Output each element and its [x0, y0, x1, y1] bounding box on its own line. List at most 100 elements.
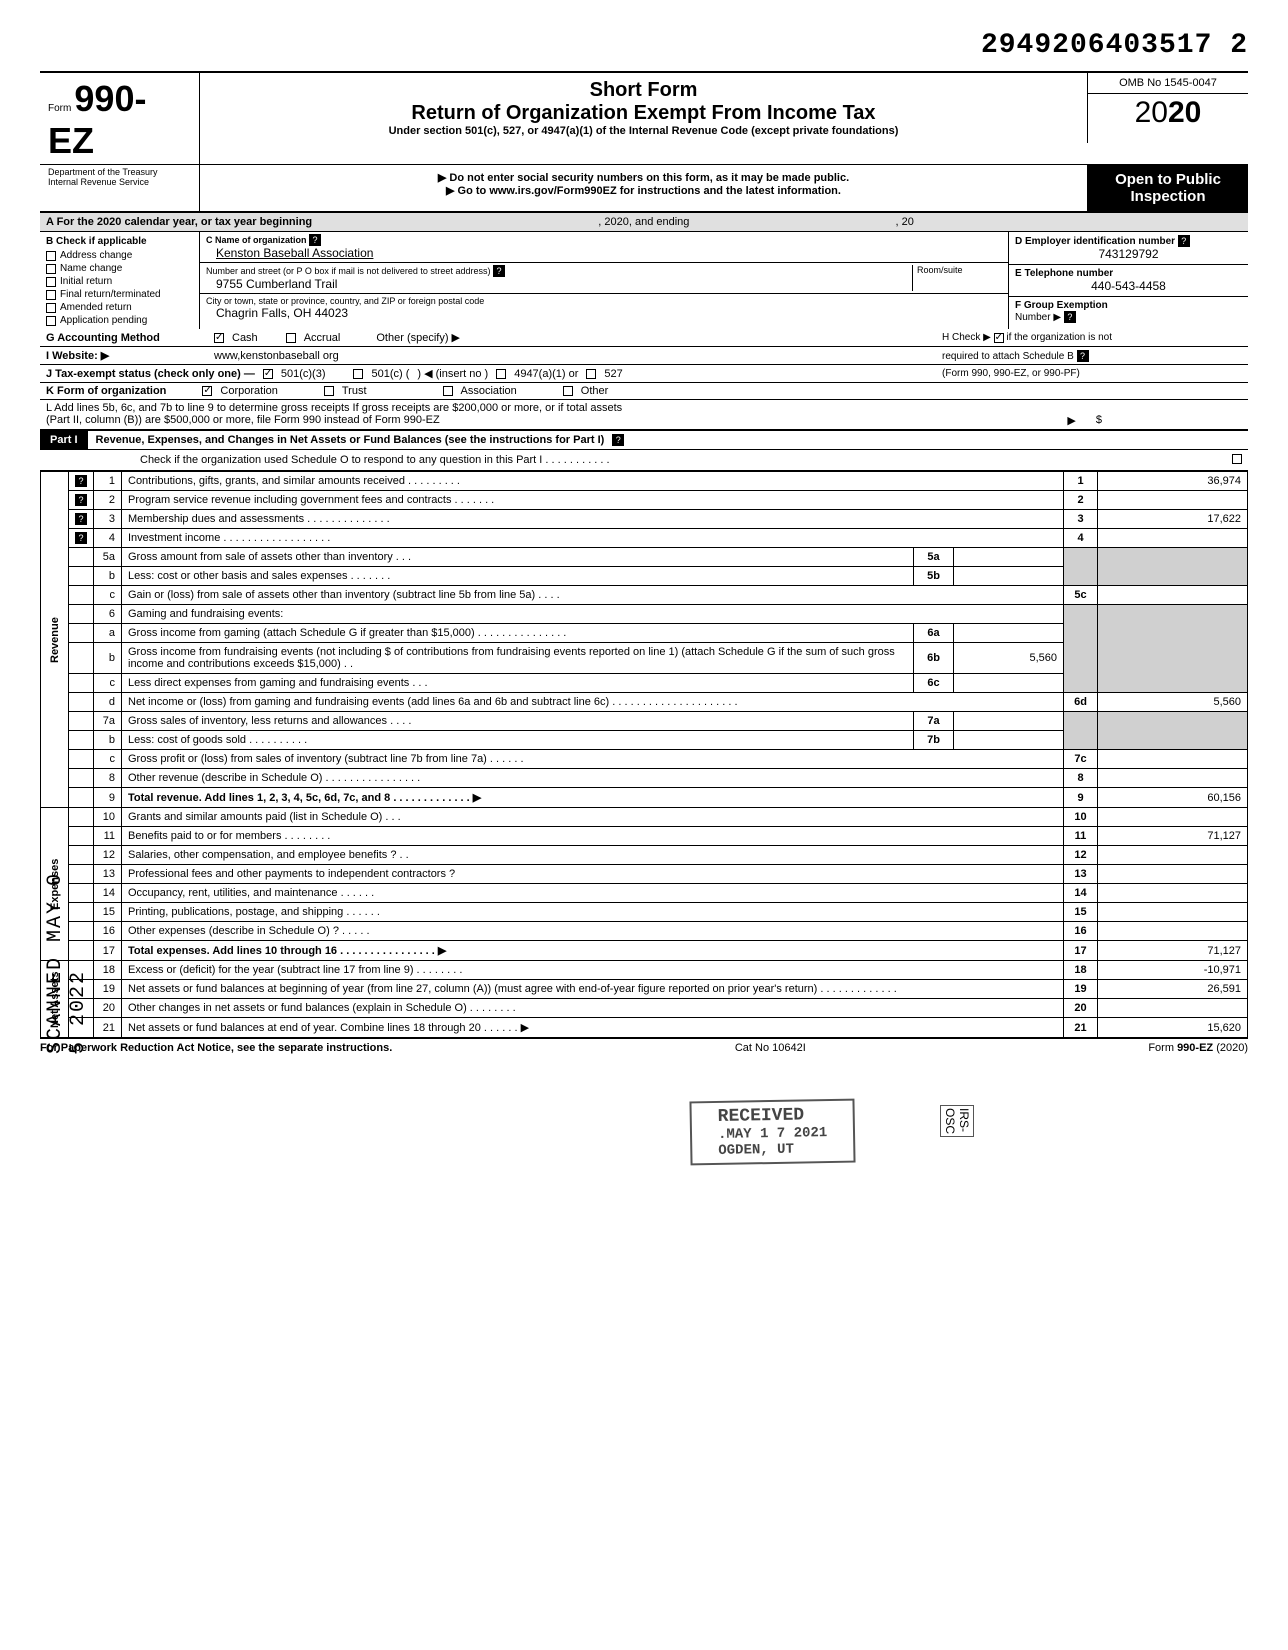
sec-i-label: I Website: ▶: [46, 350, 109, 362]
help-icon[interactable]: ?: [493, 265, 505, 277]
section-d-e-f: D Employer identification number ? 74312…: [1008, 232, 1248, 329]
ln-6d-idx: 6d: [1064, 693, 1098, 712]
check-501c3[interactable]: [263, 369, 273, 379]
help-icon[interactable]: ?: [1077, 350, 1089, 362]
ln-6-desc: Gaming and fundraising events:: [122, 605, 1064, 624]
year-light: 20: [1135, 96, 1168, 129]
check-accrual[interactable]: [286, 333, 296, 343]
ln-6b-desc: Gross income from fundraising events (no…: [122, 643, 914, 674]
help-icon[interactable]: ?: [75, 475, 87, 487]
check-other-org[interactable]: [563, 386, 573, 396]
ln-9-num: 9: [94, 788, 122, 808]
ln-6-num: 6: [94, 605, 122, 624]
ln-6c-sub: 6c: [914, 674, 954, 693]
part-1-bar: Part I: [40, 431, 88, 449]
lbl-amended-return: Amended return: [60, 302, 132, 313]
part-1-title: Revenue, Expenses, and Changes in Net As…: [88, 431, 613, 449]
check-527[interactable]: [586, 369, 596, 379]
scanned-stamp: SCANNED MAY 0 5 2022: [44, 850, 90, 1054]
city-label: City or town, state or province, country…: [206, 296, 1002, 306]
ln-3-desc: Membership dues and assessments . . . . …: [122, 510, 1064, 529]
ln-6d-num: d: [94, 693, 122, 712]
ln-4-val: [1098, 529, 1248, 548]
ln-6a-desc: Gross income from gaming (attach Schedul…: [122, 624, 914, 643]
section-a: A For the 2020 calendar year, or tax yea…: [40, 213, 1248, 232]
check-amended-return[interactable]: [46, 303, 56, 313]
check-initial-return[interactable]: [46, 277, 56, 287]
check-corp[interactable]: [202, 386, 212, 396]
open-public-2: Inspection: [1094, 188, 1242, 205]
section-c: C Name of organization ? Kenston Basebal…: [200, 232, 1008, 329]
ln-13-val: [1098, 865, 1248, 884]
help-icon[interactable]: ?: [1064, 311, 1076, 323]
lbl-insert-no: ) ◀ (insert no ): [417, 367, 488, 380]
room-label: Room/suite: [917, 265, 1002, 275]
ln-2-idx: 2: [1064, 491, 1098, 510]
ln-21-val: 15,620: [1098, 1018, 1248, 1038]
ln-5a-num: 5a: [94, 548, 122, 567]
ln-6c-sv: [954, 674, 1064, 693]
ln-21-idx: 21: [1064, 1018, 1098, 1038]
ln-19-num: 19: [94, 980, 122, 999]
sec-h-1b: if the organization is not: [1006, 332, 1112, 343]
ln-7c-num: c: [94, 750, 122, 769]
check-assoc[interactable]: [443, 386, 453, 396]
check-4947[interactable]: [496, 369, 506, 379]
footer-right-prefix: Form: [1148, 1042, 1177, 1054]
org-name: Kenston Baseball Association: [206, 246, 1002, 260]
ln-6b-sv: 5,560: [954, 643, 1064, 674]
help-icon[interactable]: ?: [75, 532, 87, 544]
check-sched-o[interactable]: [1232, 454, 1242, 464]
ln-6d-desc: Net income or (loss) from gaming and fun…: [122, 693, 1064, 712]
check-address-change[interactable]: [46, 251, 56, 261]
ln-1-num: 1: [94, 472, 122, 491]
lbl-address-change: Address change: [60, 250, 132, 261]
check-trust[interactable]: [324, 386, 334, 396]
footer-left: For Paperwork Reduction Act Notice, see …: [40, 1042, 392, 1054]
ln-12-num: 12: [94, 846, 122, 865]
check-cash[interactable]: [214, 333, 224, 343]
footer-right: Form 990-EZ (2020): [1148, 1042, 1248, 1054]
ln-16-val: [1098, 922, 1248, 941]
help-icon[interactable]: ?: [612, 434, 624, 446]
check-501c[interactable]: [353, 369, 363, 379]
ln-11-val: 71,127: [1098, 827, 1248, 846]
ln-3-num: 3: [94, 510, 122, 529]
lines-table: Revenue ? 1 Contributions, gifts, grants…: [40, 471, 1248, 1038]
ln-16-desc: Other expenses (describe in Schedule O) …: [122, 922, 1064, 941]
ln-6a-sv: [954, 624, 1064, 643]
ln-7b-desc: Less: cost of goods sold . . . . . . . .…: [122, 731, 914, 750]
ln-8-idx: 8: [1064, 769, 1098, 788]
sec-l-arrow: ▶: [1067, 414, 1075, 427]
help-icon[interactable]: ?: [309, 234, 321, 246]
ln-10-idx: 10: [1064, 808, 1098, 827]
help-icon[interactable]: ?: [1178, 235, 1190, 247]
check-final-return[interactable]: [46, 290, 56, 300]
ln-17-idx: 17: [1064, 941, 1098, 961]
help-icon[interactable]: ?: [75, 494, 87, 506]
check-sched-b[interactable]: [994, 333, 1004, 343]
ln-5c-val: [1098, 586, 1248, 605]
ln-18-idx: 18: [1064, 961, 1098, 980]
lbl-501c: 501(c) (: [371, 368, 409, 380]
ln-2-num: 2: [94, 491, 122, 510]
ln-3-val: 17,622: [1098, 510, 1248, 529]
ln-10-num: 10: [94, 808, 122, 827]
ln-20-desc: Other changes in net assets or fund bala…: [122, 999, 1064, 1018]
sec-e-label: E Telephone number: [1015, 268, 1113, 279]
sec-k-label: K Form of organization: [46, 385, 166, 397]
lbl-trust: Trust: [342, 385, 367, 397]
ln-5c-num: c: [94, 586, 122, 605]
ln-6c-num: c: [94, 674, 122, 693]
help-icon[interactable]: ?: [75, 513, 87, 525]
ln-8-val: [1098, 769, 1248, 788]
sec-f-label: F Group Exemption: [1015, 300, 1108, 311]
side-revenue: Revenue: [41, 472, 69, 808]
ln-15-idx: 15: [1064, 903, 1098, 922]
check-name-change[interactable]: [46, 264, 56, 274]
ln-21-num: 21: [94, 1018, 122, 1038]
ln-17-desc: Total expenses. Add lines 10 through 16 …: [128, 945, 446, 957]
addr-label: Number and street (or P O box if mail is…: [206, 266, 490, 276]
check-application-pending[interactable]: [46, 316, 56, 326]
lbl-application-pending: Application pending: [60, 315, 147, 326]
